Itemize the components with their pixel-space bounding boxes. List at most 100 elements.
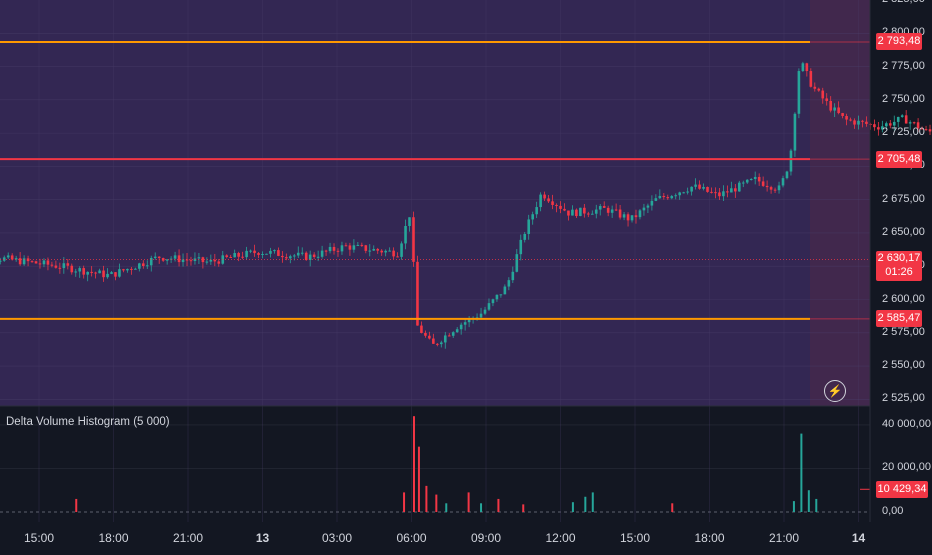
candle-body — [924, 129, 928, 131]
delta-bar — [807, 490, 810, 512]
candle-body — [289, 256, 292, 259]
candle-body — [10, 255, 14, 260]
candle-body — [114, 272, 117, 277]
candle-body — [70, 265, 74, 273]
candle-body — [734, 188, 737, 192]
candle-body — [54, 265, 58, 268]
candle-body — [245, 250, 248, 258]
delta-bar — [571, 502, 574, 512]
candle-body — [559, 205, 562, 209]
candle-body — [682, 192, 685, 194]
candle-body — [773, 189, 777, 191]
candle-body — [547, 198, 550, 202]
lightning-icon[interactable]: ⚡ — [824, 380, 846, 402]
candle-body — [443, 335, 447, 343]
candle-body — [197, 257, 201, 259]
indicator-title[interactable]: Delta Volume Histogram (5 000) — [6, 416, 170, 428]
candle-body — [710, 191, 713, 193]
candle-body — [714, 192, 717, 194]
candle-body — [837, 107, 840, 114]
candle-body — [694, 184, 697, 187]
candle-body — [392, 250, 395, 257]
delta-bar — [403, 492, 406, 512]
horizontal-levels[interactable] — [0, 40, 870, 320]
future-shading-region — [810, 0, 870, 406]
candle-body — [376, 248, 380, 251]
candle-body — [217, 261, 221, 264]
candle-body — [515, 254, 519, 272]
candle-body — [451, 332, 455, 336]
candle-body — [650, 200, 654, 206]
candle-body — [535, 207, 538, 215]
level-price-tag[interactable]: 2 793,48 — [876, 33, 922, 51]
candle-body — [300, 252, 304, 254]
time-tick-label: 15:00 — [619, 531, 651, 545]
histogram-tick-label: 0,00 — [882, 505, 904, 517]
candle-body — [205, 261, 209, 263]
candle-body — [912, 122, 916, 124]
candle-body — [400, 243, 403, 257]
candle-body — [726, 191, 729, 193]
delta-bar — [412, 416, 415, 512]
candle-body — [781, 178, 785, 186]
candle-body — [332, 246, 336, 251]
price-tick-label: 2 725,00 — [882, 126, 925, 139]
candle-body — [722, 191, 725, 197]
candle-body — [58, 267, 62, 269]
candle-body — [499, 294, 503, 296]
candle-body — [642, 207, 646, 211]
price-tick-label: 2 825,00 — [882, 0, 925, 5]
candle-body — [793, 113, 797, 151]
price-tick-label: 2 550,00 — [882, 359, 925, 372]
candle-body — [440, 342, 443, 345]
candle-body — [785, 171, 789, 179]
candle-body — [304, 252, 308, 261]
candle-body — [674, 195, 678, 197]
candle-body — [118, 269, 121, 277]
candle-body — [372, 248, 376, 251]
time-tick-label: 12:00 — [545, 531, 576, 545]
bar-countdown: 01:26 — [885, 265, 913, 278]
level-price-tag[interactable]: 2 705,48 — [876, 150, 922, 168]
candle-body — [626, 214, 630, 221]
candle-body — [26, 258, 30, 262]
candle-body — [18, 258, 22, 265]
time-tick-label: 18:00 — [98, 531, 129, 545]
candle-body — [336, 250, 340, 252]
candle-body — [904, 115, 908, 124]
time-tick-label: 15:00 — [23, 531, 55, 545]
candle-body — [769, 187, 773, 190]
candle-body — [316, 256, 320, 258]
delta-bar — [792, 501, 795, 512]
candle-body — [662, 195, 666, 198]
candle-body — [380, 250, 383, 253]
level-price-tag[interactable]: 2 585,47 — [876, 310, 922, 328]
candle-body — [404, 225, 407, 244]
candle-body — [749, 179, 753, 181]
candle-body — [50, 264, 54, 266]
candle-body — [78, 268, 82, 272]
candle-body — [741, 182, 745, 184]
candle-body — [209, 259, 213, 262]
candle-body — [833, 107, 836, 111]
candle-body — [718, 192, 721, 197]
candle-body — [296, 252, 300, 256]
candle-body — [292, 255, 296, 257]
candle-body — [563, 208, 566, 211]
candle-body — [149, 257, 153, 266]
candle-body — [213, 259, 217, 262]
last-price-value: 2 630,17 — [877, 251, 921, 264]
candle-body — [479, 313, 483, 318]
candle-body — [82, 268, 85, 275]
delta-bar — [425, 485, 428, 512]
candle-body — [841, 113, 844, 116]
candle-body — [789, 150, 793, 172]
candle-body — [646, 205, 650, 208]
candle-body — [416, 261, 419, 326]
candle-body — [920, 128, 924, 130]
candle-body — [813, 86, 817, 89]
candle-body — [777, 185, 781, 191]
candle-body — [575, 209, 578, 217]
candle-body — [630, 215, 634, 221]
